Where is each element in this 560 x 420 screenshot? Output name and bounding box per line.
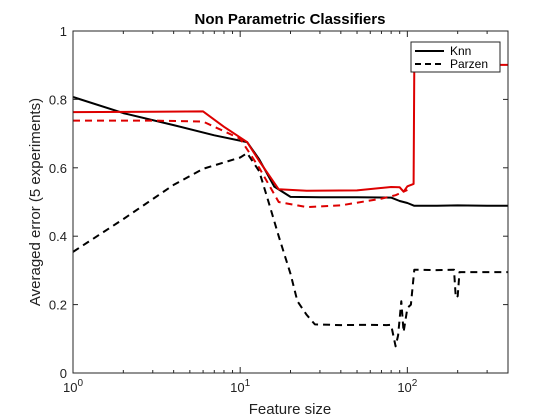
legend-label-0: Knn [450, 44, 471, 58]
y-tick-label-0: 0 [60, 366, 67, 381]
x-tick-base-0: 10 [63, 380, 77, 395]
series-line-0 [72, 96, 508, 207]
y-axis-label: Averaged error (5 experiments) [27, 98, 44, 306]
legend-box [410, 41, 501, 73]
legend-label-1: Parzen [450, 57, 488, 71]
y-tick-label-5: 1 [60, 24, 67, 39]
x-tick-label-2: 102 [397, 378, 417, 395]
x-tick-exponent-2: 2 [412, 378, 418, 389]
series-line-1 [72, 152, 508, 348]
y-tick-label-3: 0.6 [49, 161, 67, 176]
x-axis-label: Feature size [249, 401, 332, 418]
x-tick-exponent-0: 0 [77, 378, 83, 389]
x-tick-base-2: 10 [397, 380, 411, 395]
chart-title: Non Parametric Classifiers [195, 11, 386, 28]
x-tick-exponent-1: 1 [245, 378, 251, 389]
series-line-2 [72, 63, 508, 193]
y-tick-label-1: 0.2 [49, 298, 67, 313]
x-tick-label-1: 101 [230, 378, 250, 395]
y-tick-label-2: 0.4 [49, 229, 67, 244]
plot-frame [72, 30, 509, 374]
series-layer [72, 63, 508, 348]
x-tick-label-0: 100 [63, 378, 83, 395]
series-line-3 [73, 119, 408, 209]
x-tick-base-1: 10 [230, 380, 244, 395]
y-tick-label-4: 0.8 [49, 92, 67, 107]
